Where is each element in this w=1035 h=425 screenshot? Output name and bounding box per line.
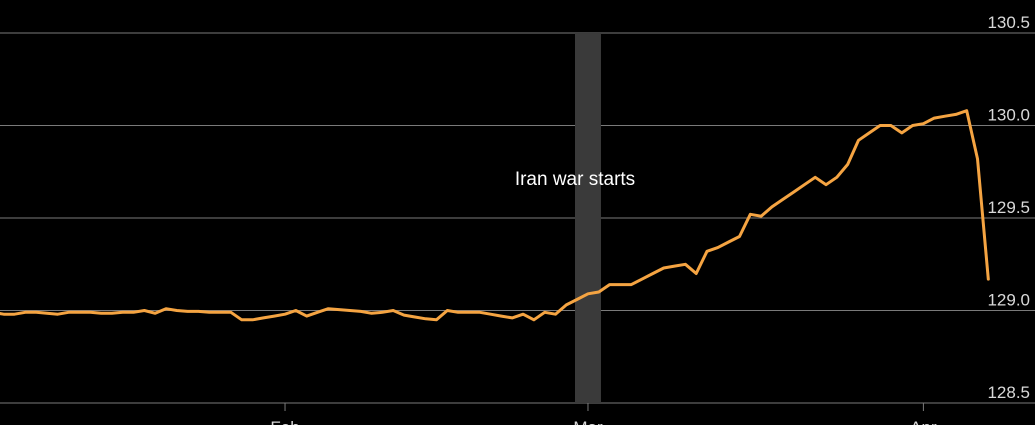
annotation-label: Iran war starts	[515, 169, 635, 190]
highlight-band	[574, 33, 601, 403]
y-tick-label: 129.0	[987, 291, 1030, 310]
x-tick-label: Mar	[573, 418, 603, 425]
series-line	[0, 109, 990, 322]
series-layer	[0, 109, 990, 322]
x-tick-label: Feb	[270, 418, 299, 425]
y-tick-label: 130.5	[987, 13, 1030, 32]
war-start-band	[574, 33, 601, 403]
y-tick-label: 128.5	[987, 383, 1030, 402]
y-tick-label: 129.5	[987, 198, 1030, 217]
x-tick-label: Apr	[910, 418, 937, 425]
x-axis-ticks: Feb Mar Apr	[270, 403, 937, 425]
y-tick-label: 130.0	[987, 106, 1030, 125]
y-axis-ticks: 128.5 129.0 129.5 130.0 130.5	[987, 13, 1030, 402]
annotation: Iran war starts	[515, 169, 635, 190]
gridlines	[0, 32, 1035, 404]
